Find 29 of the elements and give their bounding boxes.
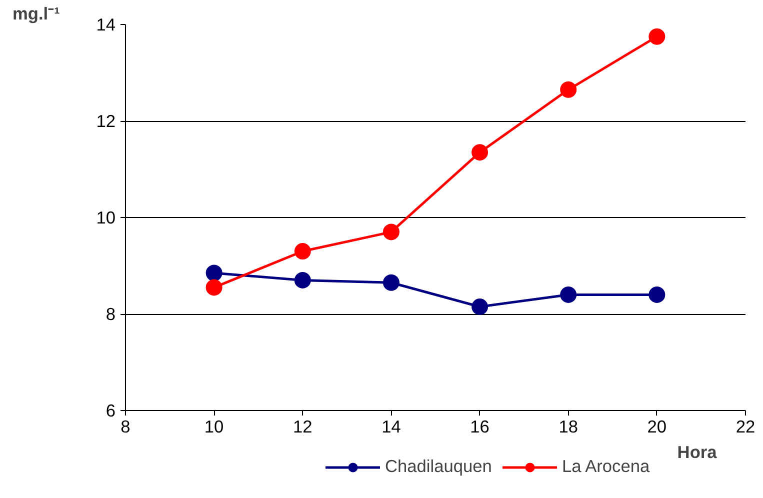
point: [648, 28, 666, 45]
point: [294, 243, 311, 260]
y-axis-title: mg.l⁻¹: [12, 4, 60, 24]
point: [382, 224, 400, 240]
y-tick-label: 12: [96, 111, 116, 131]
point: [472, 298, 488, 315]
point: [382, 274, 400, 291]
point: [648, 286, 666, 303]
point: [472, 144, 488, 161]
x-tick-label: 8: [120, 416, 130, 436]
x-tick-label: 18: [558, 416, 578, 436]
point: [560, 286, 577, 303]
x-tick-label: 10: [204, 416, 224, 436]
y-tick-label: 8: [106, 304, 116, 324]
point: [206, 264, 222, 282]
y-tick-label: 6: [106, 400, 116, 420]
x-tick-label: 16: [470, 416, 490, 436]
y-tick-label: 10: [96, 208, 116, 228]
x-axis-title: Hora: [677, 442, 718, 462]
legend-label: Chadilauquen: [385, 456, 492, 477]
legend-label: La Arocena: [562, 456, 650, 477]
x-tick-label: 20: [647, 416, 667, 436]
y-tick-label: 14: [96, 14, 116, 34]
x-tick-label: 12: [293, 416, 312, 436]
point: [206, 279, 222, 296]
point: [560, 81, 577, 98]
x-tick-label: 14: [382, 416, 402, 436]
point: [294, 272, 311, 288]
x-tick-label: 22: [736, 416, 756, 436]
